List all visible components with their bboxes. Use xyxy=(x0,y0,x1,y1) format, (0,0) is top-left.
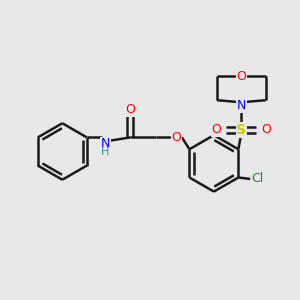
Text: O: O xyxy=(261,123,271,136)
Text: O: O xyxy=(125,103,135,116)
Text: S: S xyxy=(236,123,246,137)
Text: N: N xyxy=(100,137,110,150)
Text: H: H xyxy=(101,147,110,157)
Text: O: O xyxy=(172,131,182,144)
Text: Cl: Cl xyxy=(252,172,264,185)
Text: O: O xyxy=(236,70,246,83)
Text: N: N xyxy=(237,99,246,112)
Text: O: O xyxy=(212,123,222,136)
